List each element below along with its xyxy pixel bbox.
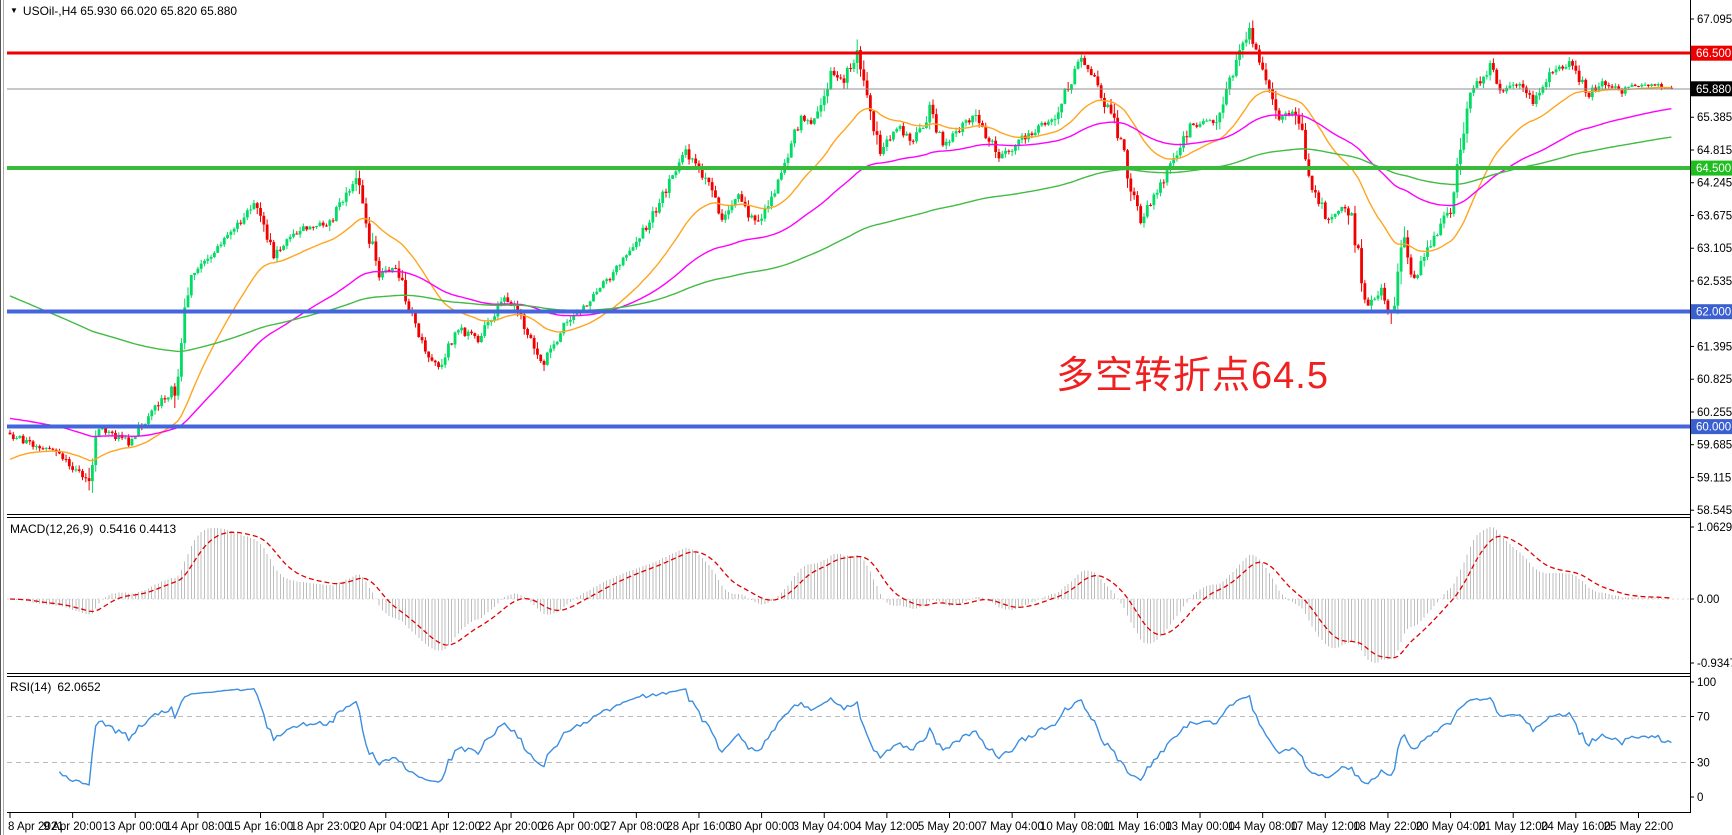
candles-layer — [8, 20, 1673, 493]
macd-histogram-layer — [12, 527, 1672, 663]
time-axis-label: 22 Apr 20:00 — [478, 821, 543, 833]
rsi-panel[interactable] — [7, 688, 1690, 786]
rsi-axis-label: 70 — [1697, 712, 1710, 724]
price-badge — [1691, 419, 1732, 435]
rsi-values: 62.0652 — [57, 680, 101, 694]
moving-average-line — [9, 108, 1672, 438]
time-axis-label: 21 Apr 12:00 — [416, 821, 481, 833]
rsi-line — [58, 688, 1672, 786]
time-axis-label: 10 May 08:00 — [1040, 821, 1110, 833]
time-axis-label: 18 Apr 23:00 — [291, 821, 356, 833]
macd-axis-label: 1.0629 — [1697, 522, 1732, 534]
time-axis-label: 3 May 04:00 — [793, 821, 856, 833]
time-axis-label: 14 Apr 08:00 — [165, 821, 230, 833]
time-axis-label: 25 May 22:00 — [1604, 821, 1674, 833]
y-axis-tick-label: 61.395 — [1697, 341, 1732, 353]
price-badge — [1691, 160, 1732, 176]
time-axis-label: 5 May 20:00 — [918, 821, 981, 833]
rsi-name: RSI(14) — [10, 680, 52, 694]
macd-name: MACD(12,26,9) — [10, 522, 94, 536]
time-axis-label: 26 Apr 00:00 — [541, 821, 606, 833]
time-axis-label: 21 May 12:00 — [1478, 821, 1548, 833]
time-axis-label: 24 May 16:00 — [1541, 821, 1611, 833]
time-axis-label: 15 Apr 16:00 — [228, 821, 293, 833]
price-badge — [1691, 81, 1732, 97]
time-axis-label: 13 May 00:00 — [1165, 821, 1235, 833]
time-axis-label: 20 May 04:00 — [1416, 821, 1486, 833]
symbol-dropdown-arrow-icon[interactable]: ▼ — [10, 6, 18, 15]
macd-axis-label: -0.9347 — [1697, 658, 1732, 670]
chart-text-annotation: 多空转折点64.5 — [1056, 355, 1329, 397]
price-badge-label: 64.500 — [1696, 163, 1731, 175]
y-axis-tick-label: 62.535 — [1697, 276, 1732, 288]
time-axis-label: 30 Apr 00:00 — [729, 821, 794, 833]
y-axis-tick-label: 60.255 — [1697, 407, 1732, 419]
moving-average-line — [9, 136, 1672, 353]
time-axis-label: 20 Apr 04:00 — [353, 821, 418, 833]
time-axis-label: 18 May 22:00 — [1353, 821, 1423, 833]
time-axis-label: 28 Apr 16:00 — [666, 821, 731, 833]
time-axis-label: 13 Apr 00:00 — [103, 821, 168, 833]
time-axis-label: 8 Apr 2021 — [8, 821, 64, 833]
rsi-axis-label: 30 — [1697, 758, 1710, 770]
time-axis-label: 14 May 08:00 — [1228, 821, 1298, 833]
y-axis-tick-label: 63.675 — [1697, 210, 1732, 222]
time-axis-label: 9 Apr 20:00 — [43, 821, 102, 833]
rsi-axis-label: 0 — [1697, 792, 1703, 804]
rsi-indicator-label: RSI(14) 62.0652 — [10, 680, 101, 694]
y-axis-tick-label: 65.385 — [1697, 112, 1732, 124]
y-axis-tick-label: 64.245 — [1697, 178, 1732, 190]
macd-values: 0.5416 0.4413 — [99, 522, 177, 536]
y-axis-tick-label: 67.095 — [1697, 14, 1732, 26]
price-badge-label: 62.000 — [1696, 307, 1731, 319]
y-axis-tick-label: 64.815 — [1697, 145, 1732, 157]
main-price-panel[interactable] — [7, 20, 1690, 493]
macd-panel[interactable] — [7, 527, 1690, 663]
macd-indicator-label: MACD(12,26,9) 0.5416 0.4413 — [10, 522, 176, 536]
y-axis-tick-label: 58.545 — [1697, 505, 1732, 517]
price-badge-label: 66.500 — [1696, 48, 1731, 60]
y-axis-tick-label: 59.115 — [1697, 472, 1731, 484]
price-badge — [1691, 45, 1732, 61]
price-badge-label: 65.880 — [1696, 84, 1731, 96]
price-badge-label: 60.000 — [1696, 422, 1731, 434]
y-axis-tick-label: 63.105 — [1697, 243, 1732, 255]
price-badge — [1691, 304, 1732, 320]
time-axis-label: 17 May 12:00 — [1290, 821, 1360, 833]
time-axis-label: 11 May 16:00 — [1103, 821, 1172, 833]
time-axis-label: 27 Apr 08:00 — [604, 821, 669, 833]
symbol-period-label: USOil-,H4 — [22, 4, 77, 18]
y-axis-tick-label: 59.685 — [1697, 440, 1732, 452]
rsi-axis-label: 100 — [1697, 677, 1716, 689]
macd-signal-line — [9, 531, 1672, 659]
macd-axis-label: 0.00 — [1697, 594, 1719, 606]
quote-values: 65.930 66.020 65.820 65.880 — [80, 4, 238, 18]
chart-title: ▼ USOil-,H4 65.930 66.020 65.820 65.880 — [10, 4, 237, 18]
moving-average-line — [9, 86, 1672, 462]
y-axis-tick-label: 60.825 — [1697, 374, 1732, 386]
time-axis-label: 7 May 04:00 — [980, 821, 1043, 833]
time-axis-label: 4 May 12:00 — [855, 821, 918, 833]
